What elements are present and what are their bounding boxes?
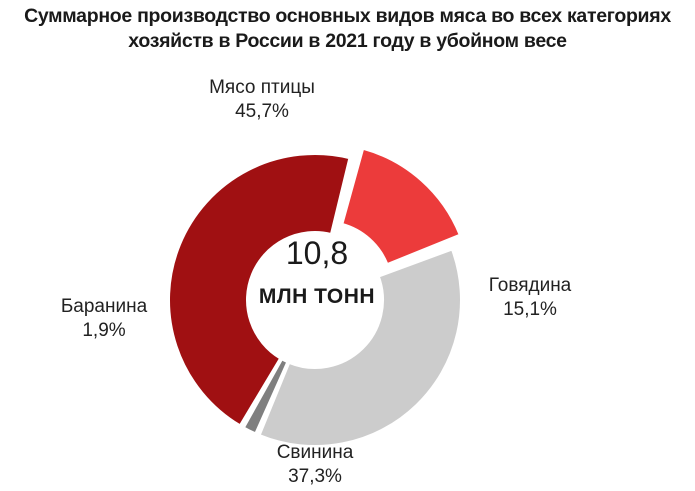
slice-name-poultry: Мясо птицы [209,77,315,98]
center-total-value: 10,8 [285,235,349,271]
slice-pork [258,248,462,447]
chart-title-line-1: Суммарное производство основных видов мя… [24,5,671,27]
slice-lamb [242,358,289,435]
slice-percent-beef: 15,1% [503,299,557,320]
slice-name-beef: Говядина [488,275,572,296]
slice-name-pork: Свинина [276,442,354,463]
slice-poultry [168,153,351,427]
slice-name-lamb: Баранина [60,296,148,317]
chart-title-line-2: хозяйств в России в 2021 году в убойном … [128,30,567,52]
slice-label-lamb: Баранина 1,9% [44,295,164,343]
slice-beef [341,147,461,266]
chart-title: Суммарное производство основных видов мя… [0,4,695,54]
center-total-unit: МЛН ТОНН [258,285,376,308]
slice-percent-poultry: 45,7% [235,101,289,122]
slice-label-poultry: Мясо птицы 45,7% [187,76,337,124]
slice-percent-pork: 37,3% [288,466,342,487]
slice-label-beef: Говядина 15,1% [470,274,590,322]
slice-percent-lamb: 1,9% [82,320,126,341]
slice-label-pork: Свинина 37,3% [255,441,375,489]
